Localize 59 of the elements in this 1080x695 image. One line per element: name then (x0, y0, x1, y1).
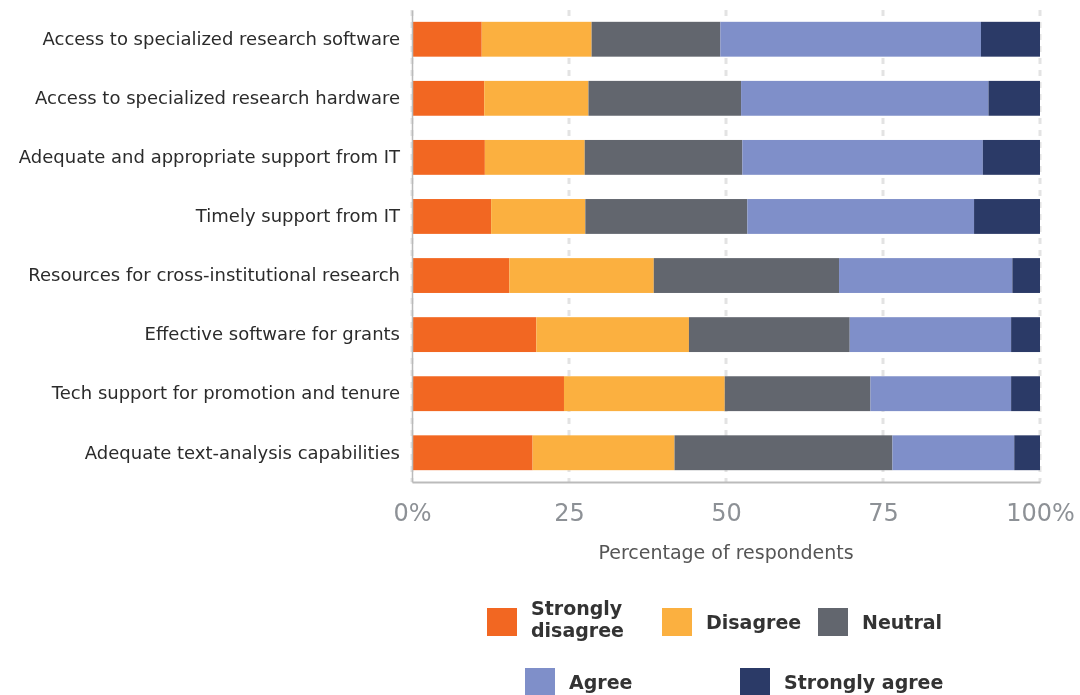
bar (1011, 317, 1040, 353)
bar (980, 21, 1040, 57)
bar (1012, 258, 1040, 293)
bar (509, 258, 654, 293)
bar (412, 199, 492, 234)
legend-label: Disagree (706, 611, 802, 633)
bar (412, 435, 533, 471)
bar (536, 317, 689, 353)
legend-label: Strongly agree (784, 671, 944, 693)
bar (591, 21, 721, 57)
bar (688, 317, 850, 353)
bar (674, 435, 893, 471)
bar (484, 80, 589, 116)
bar (747, 199, 975, 234)
bar (412, 258, 510, 293)
bar (412, 376, 564, 412)
y-tick-label: Resources for cross-institutional research (28, 264, 400, 286)
x-tick-label: 100% (1006, 499, 1075, 528)
y-tick-label: Tech support for promotion and tenure (50, 382, 400, 404)
x-tick-label: 50 (711, 499, 742, 528)
bar (412, 139, 485, 175)
bar (412, 80, 485, 116)
y-tick-label: Adequate and appropriate support from IT (18, 146, 401, 168)
bar (742, 139, 983, 175)
x-axis-title: Percentage of respondents (598, 541, 854, 563)
legend-label: Strongly disagree (531, 597, 624, 641)
bar (532, 435, 675, 471)
bar (653, 258, 840, 293)
bar (412, 21, 482, 57)
bar (563, 376, 725, 412)
bar (585, 199, 748, 234)
bar (491, 199, 586, 234)
bar (481, 21, 592, 57)
bar (974, 199, 1040, 234)
bar (724, 376, 871, 412)
legend-label: Agree (569, 671, 633, 693)
bar (588, 80, 742, 116)
bar (584, 139, 743, 175)
bar (1011, 376, 1040, 412)
bar (741, 80, 989, 116)
bar (892, 435, 1015, 471)
y-tick-label: Adequate text-analysis capabilities (84, 441, 400, 463)
bar (849, 317, 1012, 353)
bar (1014, 435, 1040, 471)
y-tick-label: Access to specialized research hardware (35, 87, 400, 109)
bar (870, 376, 1012, 412)
bar (720, 21, 981, 57)
legend-label: Neutral (862, 611, 943, 633)
y-tick-label: Access to specialized research software (42, 28, 400, 49)
bar (484, 139, 585, 175)
bar (982, 139, 1040, 175)
y-tick-label: Timely support from IT (194, 205, 401, 227)
bar (988, 80, 1040, 116)
x-tick-label: 75 (868, 499, 899, 528)
bar (412, 317, 537, 353)
x-tick-label: 0% (393, 499, 432, 528)
bar (839, 258, 1013, 293)
x-tick-label: 25 (554, 499, 585, 528)
y-tick-label: Effective software for grants (144, 323, 400, 345)
